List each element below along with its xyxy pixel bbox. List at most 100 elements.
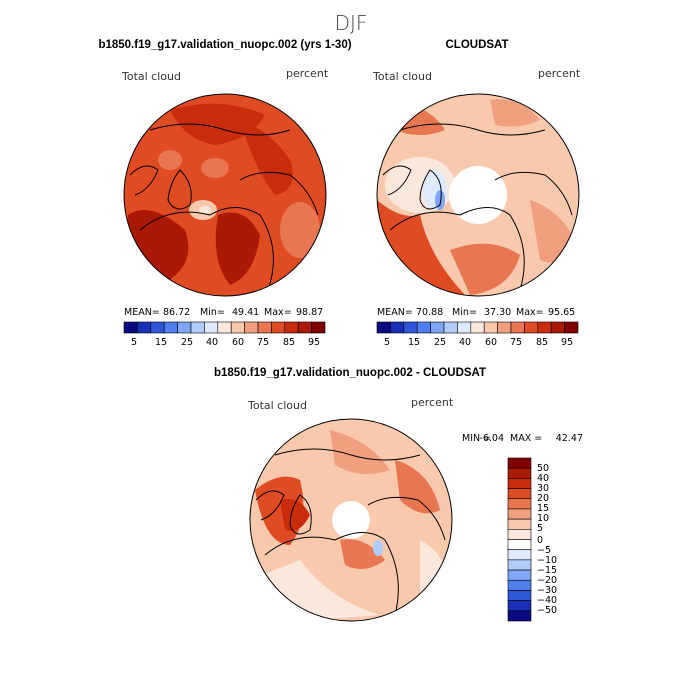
cbar-b-swatch-6	[457, 321, 472, 334]
panel-obs-mean-label: MEAN=	[377, 307, 413, 318]
cbar-c-swatch-8	[507, 539, 532, 550]
cbar-a-swatch-8	[230, 321, 245, 334]
cbar-b-tick-label-5: 75	[510, 337, 522, 348]
cbar-c-swatch-3	[507, 488, 532, 500]
panel-diff-units: percent	[411, 396, 454, 409]
cbar-c-tick-label-10: −15	[537, 565, 557, 576]
cbar-c-tick-label-0: 50	[537, 463, 549, 474]
cbar-a-swatch-13	[297, 321, 312, 334]
cbar-a-tick-label-2: 25	[181, 337, 193, 348]
cbar-c-tick-label-14: −50	[537, 605, 557, 616]
cbar-a-swatch-12	[284, 321, 299, 334]
cbar-c-tick-label-8: −5	[537, 545, 551, 556]
panel-model-title: b1850.f19_g17.validation_nuopc.002 (yrs …	[98, 39, 351, 51]
cbar-a-swatch-3	[163, 321, 178, 334]
cbar-b-swatch-7	[470, 321, 485, 334]
panel-model-max-value: 98.87	[296, 307, 323, 318]
panel-diff-max-value: 42.47	[556, 433, 583, 444]
cbar-b-tick-label-0: 5	[384, 337, 390, 348]
cbar-c-swatch-13	[507, 590, 532, 601]
panel-model-variable: Total cloud	[121, 70, 181, 83]
cbar-a-swatch-11	[271, 321, 286, 334]
cbar-c-swatch-6	[507, 518, 532, 530]
cbar-c-swatch-10	[507, 559, 532, 571]
panel-diff-variable: Total cloud	[247, 399, 307, 412]
panel-obs-min-label: Min=	[452, 307, 477, 318]
cbar-b-swatch-8	[483, 321, 498, 334]
cbar-c-tick-label-2: 30	[537, 483, 549, 494]
cbar-b-swatch-1	[390, 321, 405, 334]
cbar-b-swatch-5	[443, 321, 458, 334]
panel-obs-max-value: 95.65	[548, 307, 575, 318]
panel-diff-min-value: -6.04	[479, 433, 504, 444]
cbar-b-swatch-13	[550, 321, 565, 334]
cbar-b-swatch-2	[403, 321, 418, 334]
panel-model-mean-label: MEAN=	[124, 307, 160, 318]
panel-model-colorbar-ticks: 5 15 25 40 60 75 85 95	[131, 337, 320, 348]
cbar-a-swatch-14	[311, 321, 326, 334]
cbar-c-swatch-12	[507, 579, 532, 591]
cbar-a-tick-label-7: 95	[308, 337, 320, 348]
panel-model-max-label: Max=	[264, 307, 292, 318]
panel-model-units: percent	[286, 67, 329, 80]
cbar-a-swatch-4	[177, 321, 192, 334]
panel-obs-mean-value: 70.88	[416, 307, 443, 318]
panel-obs-colorbar	[376, 321, 579, 334]
cbar-c-tick-label-12: −30	[537, 585, 557, 596]
panel-diff-max-label: MAX =	[510, 433, 542, 444]
cbar-a-tick-label-0: 5	[131, 337, 137, 348]
cbar-c-tick-label-11: −20	[537, 575, 557, 586]
cbar-a-tick-label-4: 60	[232, 337, 244, 348]
cbar-c-swatch-4	[507, 498, 532, 510]
cbar-c-swatch-11	[507, 569, 532, 581]
panel-model-min-value: 49.41	[232, 307, 259, 318]
cbar-c-swatch-9	[507, 549, 532, 561]
panel-diff: b1850.f19_g17.validation_nuopc.002 - CLO…	[214, 367, 583, 622]
cbar-c-swatch-15	[507, 610, 532, 622]
cbar-b-tick-label-4: 60	[485, 337, 497, 348]
cbar-a-swatch-9	[244, 321, 259, 334]
panel-obs-title: CLOUDSAT	[445, 39, 508, 51]
panel-obs-variable: Total cloud	[372, 70, 432, 83]
cbar-a-swatch-10	[257, 321, 272, 334]
cbar-b-tick-label-1: 15	[408, 337, 420, 348]
cbar-c-swatch-0	[507, 457, 532, 469]
cbar-c-tick-label-13: −40	[537, 595, 557, 606]
cbar-b-tick-label-7: 95	[561, 337, 573, 348]
cbar-b-swatch-0	[376, 321, 391, 334]
panel-obs-map	[377, 94, 579, 296]
cbar-a-tick-label-5: 75	[257, 337, 269, 348]
cbar-a-tick-label-6: 85	[283, 337, 295, 348]
cbar-b-swatch-3	[416, 321, 431, 334]
cbar-b-tick-label-3: 40	[459, 337, 471, 348]
panel-obs-colorbar-ticks: 5 15 25 40 60 75 85 95	[384, 337, 573, 348]
cbar-a-swatch-2	[150, 321, 165, 334]
cbar-c-swatch-7	[507, 529, 532, 540]
panel-model: b1850.f19_g17.validation_nuopc.002 (yrs …	[98, 39, 351, 348]
cbar-b-swatch-10	[510, 321, 525, 334]
cbar-a-tick-label-1: 15	[155, 337, 167, 348]
cbar-c-tick-label-5: 10	[537, 513, 549, 524]
panel-model-min-label: Min=	[200, 307, 225, 318]
panel-model-mean-value: 86.72	[163, 307, 190, 318]
panel-obs-max-label: Max=	[516, 307, 544, 318]
panel-obs-units: percent	[538, 67, 581, 80]
cbar-c-tick-label-6: 5	[537, 523, 543, 534]
panel-diff-map	[250, 419, 452, 621]
cbar-c-tick-label-9: −10	[537, 555, 557, 566]
cbar-a-swatch-1	[137, 321, 152, 334]
cbar-c-swatch-14	[507, 600, 532, 612]
season-title: DJF	[335, 11, 368, 35]
cbar-a-swatch-5	[190, 321, 205, 334]
cbar-c-tick-label-3: 20	[537, 493, 549, 504]
cbar-c-tick-label-7: 0	[537, 535, 543, 546]
cbar-b-swatch-12	[537, 321, 552, 334]
cbar-b-tick-label-6: 85	[536, 337, 548, 348]
panel-model-colorbar	[123, 321, 326, 334]
cbar-c-swatch-5	[507, 508, 532, 520]
cbar-b-swatch-14	[564, 321, 579, 334]
cbar-b-swatch-4	[430, 321, 445, 334]
cbar-c-swatch-2	[507, 478, 532, 489]
cbar-a-swatch-0	[123, 321, 138, 334]
